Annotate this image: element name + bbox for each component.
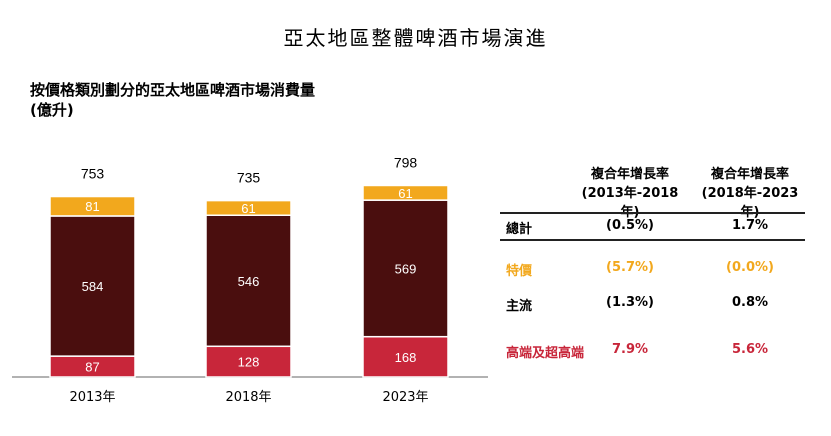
bar-mainstream-0 bbox=[49, 215, 136, 357]
bar-premium-0 bbox=[49, 195, 136, 217]
bar-total-0: 753 bbox=[81, 166, 105, 182]
bar-label-mainstream-1: 546 bbox=[238, 274, 260, 289]
x-tick-label-2: 2023年 bbox=[382, 390, 428, 405]
stacked-bar-chart: 87 584 81 753 2013年 128 546 61 735 2018年 168 569 61 7… bbox=[12, 154, 488, 405]
cagr-header-2013-2018-line2: (2013年-2018年) bbox=[581, 186, 679, 220]
cagr-row-label-1: 特價 bbox=[506, 264, 533, 279]
cagr-value-2013-2018-2: (1.3%) bbox=[606, 295, 654, 310]
bar-label-high-end-1: 128 bbox=[238, 355, 260, 370]
bar-label-mainstream-2: 569 bbox=[395, 261, 417, 276]
cagr-row-label-3: 高端及超高端 bbox=[506, 346, 585, 361]
cagr-value-2018-2023-0: 1.7% bbox=[731, 218, 769, 233]
bar-premium-2 bbox=[362, 184, 449, 201]
bar-label-mainstream-0: 584 bbox=[82, 279, 104, 294]
cagr-value-2013-2018-0: (0.5%) bbox=[606, 218, 654, 233]
chart-subtitle-line1: 按價格類別劃分的亞太地區啤酒市場消費量 bbox=[30, 81, 316, 99]
cagr-value-2018-2023-3: 5.6% bbox=[731, 342, 769, 357]
cagr-header-2018-2023-line2: (2018年-2023年) bbox=[701, 186, 799, 220]
cagr-header-2013-2018: 複合年增長率 (2013年-2018年) bbox=[575, 165, 685, 222]
chart-subtitle-unit: (億升) bbox=[30, 101, 74, 119]
table-rule-bottom bbox=[500, 239, 805, 241]
cagr-value-2013-2018-3: 7.9% bbox=[611, 342, 649, 357]
x-tick-label-0: 2013年 bbox=[69, 390, 115, 405]
page-title: 亞太地區整體啤酒市場演進 bbox=[283, 26, 548, 50]
bar-label-premium-2: 61 bbox=[398, 186, 412, 201]
bar-high-end-2 bbox=[362, 335, 449, 378]
bar-total-2: 798 bbox=[394, 154, 418, 170]
cagr-value-2013-2018-1: (5.7%) bbox=[606, 260, 654, 275]
bar-label-high-end-0: 87 bbox=[85, 360, 99, 375]
cagr-value-2018-2023-2: 0.8% bbox=[731, 295, 769, 310]
cagr-header-2013-2018-line1: 複合年增長率 bbox=[590, 167, 669, 182]
bar-mainstream-2 bbox=[362, 199, 449, 338]
bar-label-premium-1: 61 bbox=[241, 201, 255, 216]
cagr-row-label-0: 總計 bbox=[506, 222, 533, 237]
bar-total-1: 735 bbox=[237, 170, 261, 186]
cagr-value-2018-2023-1: (0.0%) bbox=[726, 260, 774, 275]
cagr-header-2018-2023-line1: 複合年增長率 bbox=[710, 167, 789, 182]
x-tick-label-1: 2018年 bbox=[225, 390, 271, 405]
bar-label-premium-0: 81 bbox=[85, 199, 99, 214]
cagr-row-label-2: 主流 bbox=[506, 299, 533, 314]
table-rule-top bbox=[500, 212, 805, 214]
bar-label-high-end-2: 168 bbox=[395, 350, 417, 365]
bar-premium-1 bbox=[205, 199, 292, 216]
chart-subtitle: 按價格類別劃分的亞太地區啤酒市場消費量 (億升) bbox=[30, 80, 315, 120]
bar-mainstream-1 bbox=[205, 214, 292, 348]
